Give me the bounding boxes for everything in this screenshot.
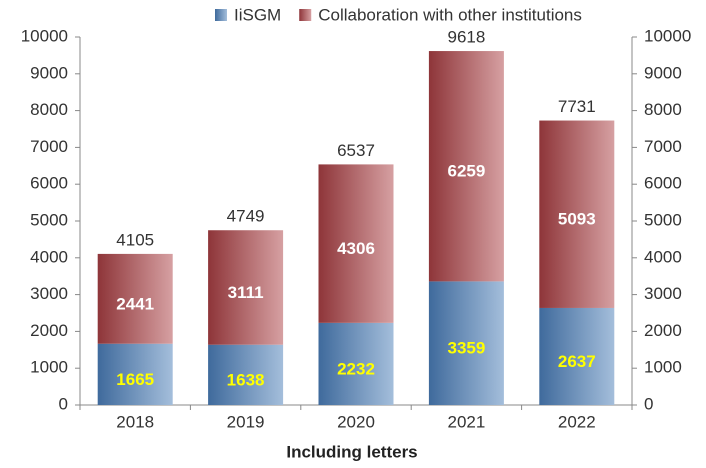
y-tick-label: 10000 [21, 26, 68, 45]
y-tick-label: 1000 [30, 358, 68, 377]
bar-segment [208, 344, 284, 405]
y-tick-label: 6000 [30, 174, 68, 193]
bar-segment [539, 307, 615, 405]
total-label: 9618 [447, 28, 485, 47]
bar-segment [539, 120, 615, 308]
x-tick-label: 2019 [227, 412, 265, 431]
y-tick-label: 5000 [30, 210, 68, 229]
y2-tick-label: 8000 [644, 100, 682, 119]
segment-label: 2441 [116, 294, 154, 313]
y2-tick-label: 10000 [644, 26, 691, 45]
segment-label: 1638 [227, 370, 265, 389]
x-tick-label: 2018 [116, 412, 154, 431]
bar-segment [318, 164, 394, 323]
segment-label: 4306 [337, 239, 375, 258]
bar-segment [318, 322, 394, 405]
segment-label: 6259 [447, 162, 485, 181]
y-tick-label: 9000 [30, 63, 68, 82]
bar-segment [97, 253, 173, 344]
y2-tick-label: 3000 [644, 284, 682, 303]
y2-tick-label: 1000 [644, 358, 682, 377]
y2-tick-label: 2000 [644, 321, 682, 340]
total-label: 4749 [227, 207, 265, 226]
total-label: 7731 [558, 97, 596, 116]
bar-segment [208, 230, 284, 345]
segment-label: 5093 [558, 210, 596, 229]
segment-label: 2232 [337, 359, 375, 378]
y-tick-label: 4000 [30, 247, 68, 266]
y2-tick-label: 0 [644, 394, 653, 413]
y2-tick-label: 9000 [644, 63, 682, 82]
bar-segment [428, 51, 504, 282]
y-tick-label: 7000 [30, 137, 68, 156]
legend-label: Collaboration with other institutions [318, 5, 582, 24]
total-label: 4105 [116, 230, 154, 249]
x-axis-label: Including letters [286, 442, 417, 461]
segment-label: 3111 [228, 283, 264, 302]
y-tick-label: 0 [59, 394, 68, 413]
segment-label: 2637 [558, 352, 596, 371]
x-tick-label: 2022 [558, 412, 596, 431]
y2-tick-label: 5000 [644, 210, 682, 229]
total-label: 6537 [337, 141, 375, 160]
x-tick-label: 2020 [337, 412, 375, 431]
y2-tick-label: 6000 [644, 174, 682, 193]
y2-tick-label: 4000 [644, 247, 682, 266]
legend-label: IiSGM [234, 5, 281, 24]
y-tick-label: 3000 [30, 284, 68, 303]
x-tick-label: 2021 [447, 412, 485, 431]
segment-label: 3359 [447, 339, 485, 358]
bar-segment [428, 281, 504, 405]
y2-tick-label: 7000 [644, 137, 682, 156]
y-tick-label: 2000 [30, 321, 68, 340]
legend-swatch [215, 9, 227, 21]
y-tick-label: 8000 [30, 100, 68, 119]
bar-segment [97, 343, 173, 405]
legend-swatch [299, 9, 312, 21]
segment-label: 1665 [116, 370, 154, 389]
